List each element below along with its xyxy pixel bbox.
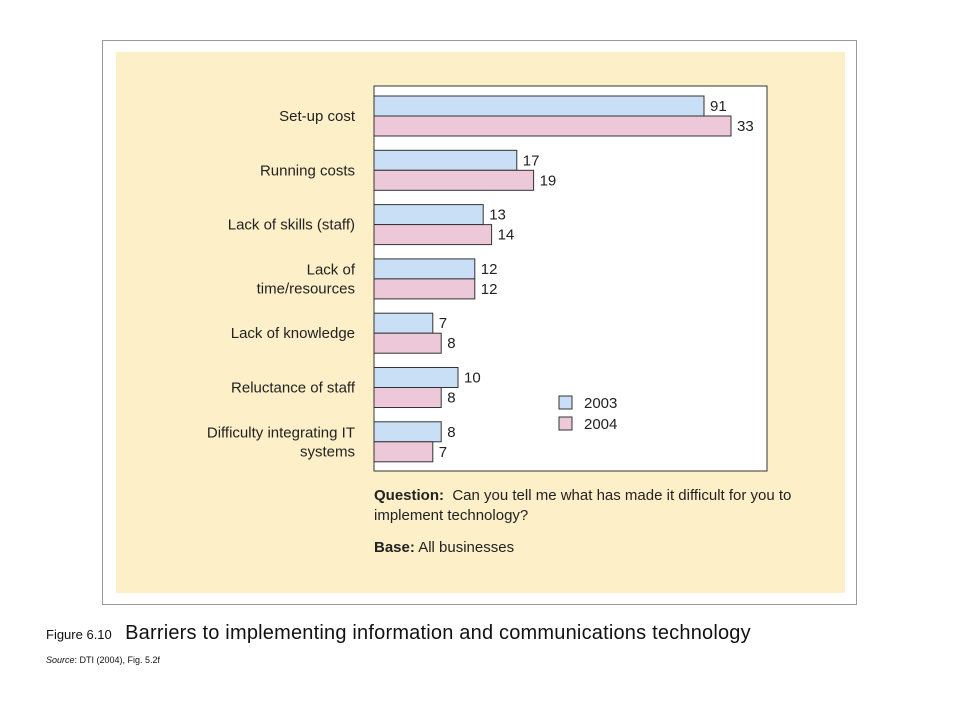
value-label-2004-0: 33 <box>737 118 754 135</box>
bar-2004-0 <box>373 115 732 137</box>
value-label-2003-4: 7 <box>439 315 447 332</box>
value-label-2004-3: 12 <box>481 281 498 298</box>
legend: 2003 2004 <box>558 395 617 433</box>
bar-2004-5 <box>373 387 442 408</box>
value-label-2003-2: 13 <box>489 207 506 224</box>
legend-label-2003: 2003 <box>584 395 617 412</box>
base-note: Base: All businesses <box>374 538 514 558</box>
value-label-2003-6: 8 <box>447 424 455 441</box>
question-note: Question: Can you tell me what has made … <box>374 486 794 526</box>
value-label-2003-0: 91 <box>710 98 727 115</box>
value-label-2004-1: 19 <box>540 172 557 189</box>
source-label: Source <box>46 655 75 665</box>
category-label-5-0: Reluctance of staff <box>231 380 356 397</box>
bars-layer <box>373 95 732 463</box>
category-label-2-0: Lack of skills (staff) <box>228 217 355 234</box>
value-label-2004-4: 8 <box>447 335 455 352</box>
category-label-1-0: Running costs <box>260 162 355 179</box>
bar-2003-6 <box>373 421 442 443</box>
figure-number: Figure 6.10 <box>46 627 112 642</box>
category-label-6-0: Difficulty integrating IT <box>207 424 355 441</box>
base-text: All businesses <box>418 539 515 556</box>
category-label-3-0: Lack of <box>307 261 356 278</box>
bar-2004-1 <box>373 169 535 191</box>
category-label-3-1: time/resources <box>257 280 355 297</box>
value-label-2004-6: 7 <box>439 444 447 461</box>
value-label-2004-2: 14 <box>498 227 515 244</box>
value-label-2003-3: 12 <box>481 261 498 278</box>
bar-2004-4 <box>373 332 442 354</box>
value-label-2003-5: 10 <box>464 370 481 387</box>
question-label: Question: <box>374 487 444 504</box>
category-label-0-0: Set-up cost <box>279 108 356 125</box>
legend-label-2004: 2004 <box>584 416 617 433</box>
category-label-6-1: systems <box>300 443 355 460</box>
bar-2004-3 <box>373 278 476 300</box>
bar-2004-6 <box>373 441 434 463</box>
bar-2003-1 <box>373 149 518 171</box>
figure-title: Barriers to implementing information and… <box>125 622 751 644</box>
source-text: : DTI (2004), Fig. 5.2f <box>74 655 161 665</box>
bar-2003-2 <box>373 204 484 226</box>
legend-swatch-2004 <box>558 416 573 431</box>
bar-2004-2 <box>373 224 493 246</box>
question-text: Can you tell me what has made it difficu… <box>374 487 792 524</box>
figure-caption: Figure 6.10 Barriers to implementing inf… <box>46 622 751 645</box>
category-label-4-0: Lack of knowledge <box>231 325 355 342</box>
figure-source: Source: DTI (2004), Fig. 5.2f <box>46 655 160 665</box>
bar-2003-4 <box>373 312 434 334</box>
bar-2003-0 <box>373 95 705 117</box>
bar-2003-5 <box>373 367 459 388</box>
value-label-2004-5: 8 <box>447 390 455 407</box>
value-label-2003-1: 17 <box>523 152 540 169</box>
legend-swatch-2003 <box>558 395 573 410</box>
base-label: Base: <box>374 539 415 556</box>
bar-2003-3 <box>373 258 476 280</box>
